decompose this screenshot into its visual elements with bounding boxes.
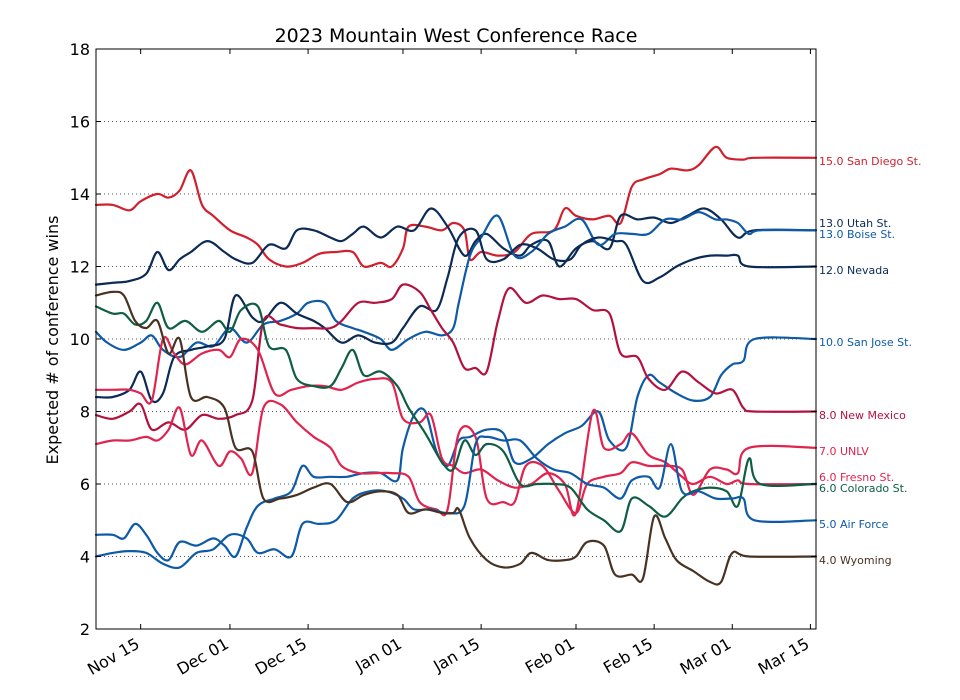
series-line-air-force (94, 435, 818, 570)
x-tick-label: Feb 15 (600, 634, 656, 677)
series-end-label: 10.0 San Jose St. (819, 336, 912, 349)
y-axis-label: Expected # of conference wins (43, 216, 62, 465)
series-line-wyoming (94, 290, 818, 586)
series-line-utah-st (94, 207, 818, 286)
y-tick-label: 10 (70, 330, 90, 349)
series-line-san-jose-st (94, 336, 818, 562)
y-tick-label: 2 (80, 620, 90, 639)
chart-title: 2023 Mountain West Conference Race (275, 25, 638, 47)
series-line-colorado-st (94, 301, 818, 533)
series-line-new-mexico (94, 283, 818, 432)
series-end-label: 13.0 Utah St. (819, 217, 891, 230)
series-line-unlv (94, 399, 818, 517)
x-tick-label: Jan 01 (351, 634, 405, 676)
y-tick-label: 12 (70, 258, 90, 277)
series-lines (94, 145, 818, 586)
y-tick-label: 4 (80, 548, 90, 567)
series-end-label: 6.0 Colorado St. (819, 482, 907, 495)
series-end-label: 13.0 Boise St. (819, 228, 895, 241)
axis-ticks: 2 4 6 8 10 12 14 16 18 Nov 15 Dec 01 Dec 15 Jan 01 Ja… (70, 40, 816, 679)
end-labels: 15.0 San Diego St. 13.0 Utah St.13.0 Bois… (819, 155, 921, 567)
y-tick-label: 16 (70, 113, 90, 132)
series-end-label: 15.0 San Diego St. (819, 155, 921, 168)
series-line-fresno-st (94, 336, 818, 517)
x-tick-label: Jan 15 (429, 634, 483, 676)
series-line-boise-st (94, 211, 818, 359)
series-end-label: 6.0 Fresno St. (819, 471, 894, 484)
x-tick-label: Dec 01 (174, 634, 232, 679)
x-tick-label: Mar 01 (677, 634, 735, 678)
gridlines (96, 121, 816, 557)
x-tick-label: Dec 15 (252, 634, 310, 679)
series-end-label: 7.0 UNLV (819, 445, 869, 458)
series-line-san-diego-st (94, 145, 818, 269)
y-tick-label: 18 (70, 40, 90, 59)
series-end-label: 8.0 New Mexico (819, 409, 906, 422)
y-tick-label: 6 (80, 475, 90, 494)
series-end-label: 5.0 Air Force (819, 518, 889, 531)
y-tick-label: 8 (80, 403, 90, 422)
x-tick-label: Nov 15 (84, 634, 143, 679)
series-end-label: 12.0 Nevada (819, 264, 889, 277)
x-tick-label: Mar 15 (755, 634, 813, 678)
y-tick-label: 14 (70, 185, 90, 204)
x-tick-label: Feb 01 (522, 634, 578, 677)
series-end-label: 4.0 Wyoming (819, 554, 892, 567)
